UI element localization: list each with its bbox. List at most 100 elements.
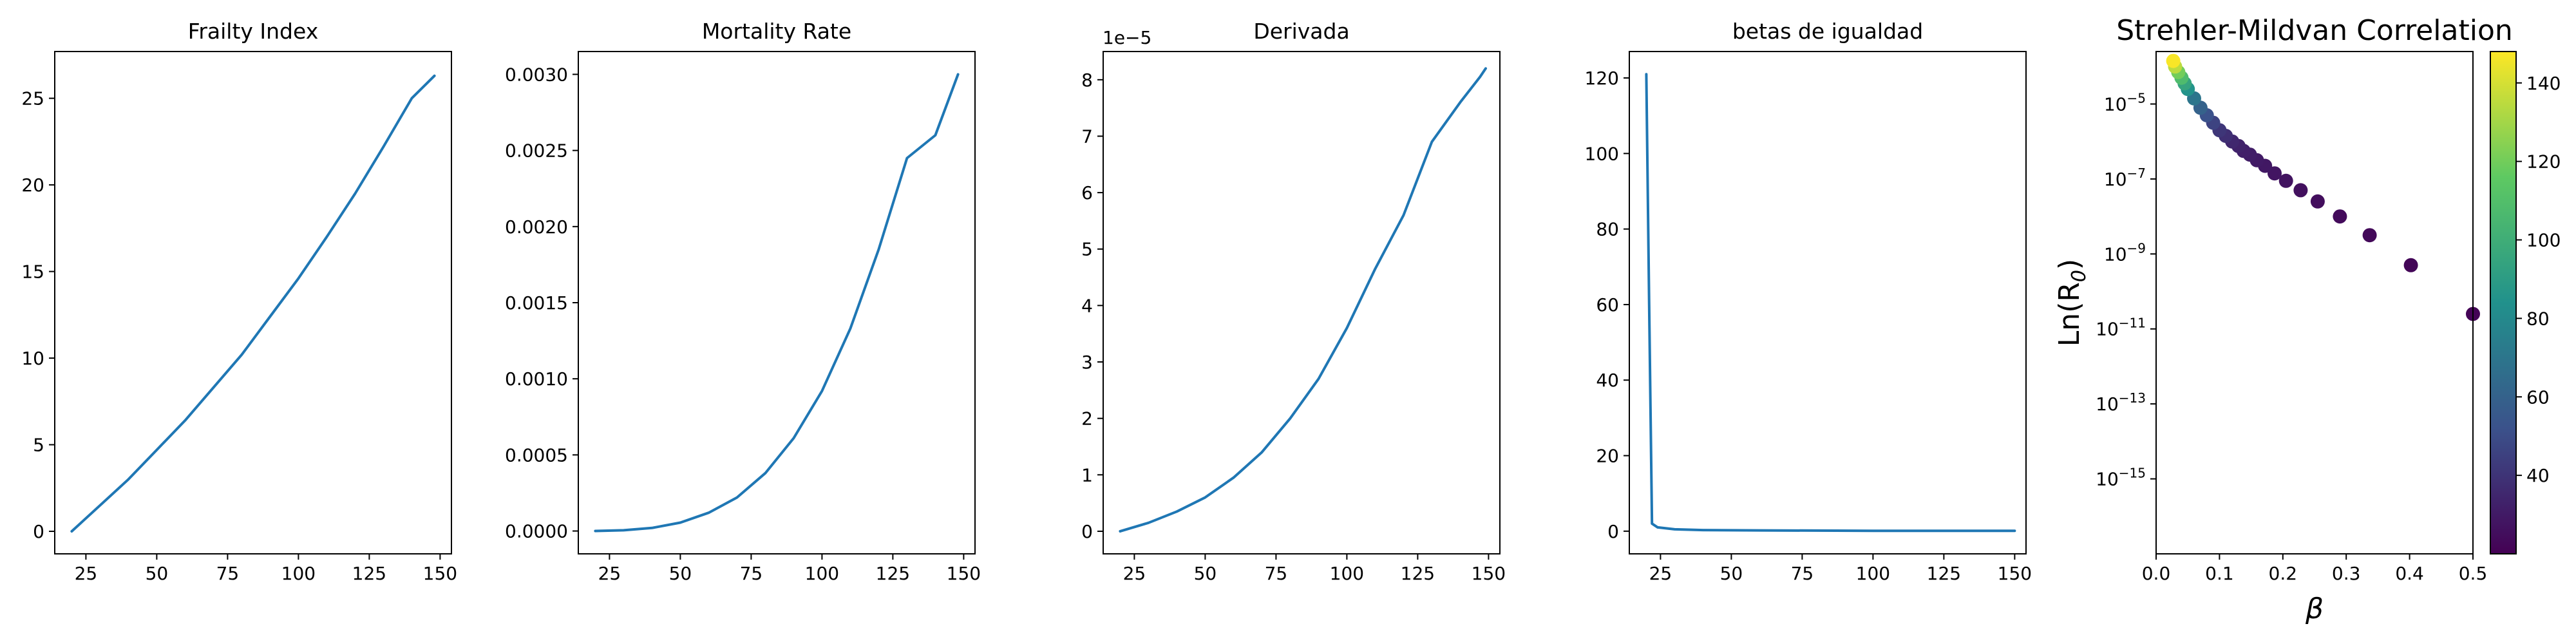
scatter-point [2166,53,2181,68]
marks: 25 50 75 100 125 150 0 5 10 15 20 25 [21,74,457,584]
y-tick-label: 4 [1081,295,1093,316]
colorbar-tick-label: 100 [2526,230,2561,251]
x-tick-label: 75 [740,563,763,584]
panel-frailty-index: Frailty Index 25 50 75 100 125 150 0 5 10 15 20 25 [21,19,457,584]
y-tick-label: 100 [1585,143,1619,164]
colorbar-tick-label: 80 [2526,308,2550,329]
y-tick-label: 6 [1081,182,1093,204]
x-tick-label: 150 [947,563,981,584]
panel-mortality-rate: Mortality Rate 25 50 75 100 125 150 0.0000 0.00… [505,19,981,584]
x-tick-label: 100 [1856,563,1890,584]
y-tick-label: 60 [1596,294,1619,316]
y-axis-label-base: Ln(R [2053,282,2086,346]
y-tick-label: 0.0010 [505,368,568,390]
y-tick-label: 10−11 [2096,316,2146,340]
y-tick-label: 0.0030 [505,64,568,85]
y-tick-label: 20 [1596,446,1619,467]
marks: 25 50 75 100 125 150 0 20 40 60 80 100 120 [1585,68,2032,584]
scatter-point [2403,258,2418,272]
scatter-point [2362,228,2377,243]
axes-frame [1103,51,1501,554]
data-line [594,73,960,533]
y-tick-label: 8 [1081,70,1093,91]
x-tick-label: 75 [1265,563,1288,584]
data-line [1645,73,2016,533]
colorbar-frame [2490,51,2517,554]
y-tick-label: 1 [1081,464,1093,486]
x-tick-label: 150 [423,563,457,584]
colorbar-ticks: 40 60 80 100 120 140 [2516,73,2561,486]
y-axis-label-end: ) [2053,259,2086,270]
axes-frame [54,51,452,554]
y-tick-label: 10−5 [2104,90,2146,115]
scatter-point [2278,173,2293,188]
axes-frame [578,51,976,554]
x-tick-label: 25 [1123,563,1146,584]
y-tick-label: 0 [1081,521,1093,542]
y-tick-label: 0 [1607,521,1619,542]
y-tick-label: 10−15 [2096,466,2146,490]
x-tick-label: 25 [1649,563,1672,584]
data-line [70,74,436,533]
panel-title: Mortality Rate [702,19,851,44]
scatter-point [2310,194,2325,209]
axes-frame [1629,51,2027,554]
x-tick-label: 125 [1401,563,1435,584]
y-tick-label: 2 [1081,408,1093,430]
x-tick-label: 100 [805,563,839,584]
y-tick-label: 0.0025 [505,140,568,162]
x-tick-label: 25 [598,563,621,584]
data-line [1119,67,1487,533]
y-tick-label: 10−13 [2096,390,2146,415]
y-tick-label: 120 [1585,68,1619,89]
y-axis-label: Ln(R0) [2053,259,2090,346]
x-tick-label: 125 [1927,563,1961,584]
y-tick-label: 20 [21,175,44,196]
y-tick-label: 25 [21,88,44,109]
y-tick-label: 5 [33,435,44,456]
x-tick-label: 0.4 [2395,563,2424,584]
x-tick-label: 125 [876,563,910,584]
y-tick-label: 10−7 [2104,166,2146,190]
x-tick-label: 100 [1330,563,1364,584]
scatter-point [2268,166,2282,181]
colorbar: 40 60 80 100 120 140 [2490,51,2561,554]
x-tick-label: 50 [669,563,692,584]
x-tick-label: 75 [216,563,240,584]
colorbar-tick-label: 120 [2526,151,2561,173]
offset-label: 1e−5 [1103,27,1151,48]
y-tick-label: 80 [1596,219,1619,240]
y-tick-label: 0.0015 [505,292,568,314]
x-tick-label: 150 [1472,563,1506,584]
y-tick-label: 0.0000 [505,521,568,542]
y-tick-label: 40 [1596,370,1619,391]
y-tick-label: 5 [1081,239,1093,260]
x-tick-label: 0.0 [2142,563,2171,584]
marks: 0.0 0.1 0.2 0.3 0.4 0.5 10−15 10−13 10−11 10−9 10−… [2096,53,2488,584]
x-tick-label: 50 [1720,563,1743,584]
x-axis-label: β [2305,592,2324,625]
y-tick-label: 0.0005 [505,444,568,466]
panel-betas-de-igualdad: betas de igualdad 25 50 75 100 125 150 0 20 40 60… [1585,19,2032,584]
colorbar-tick-label: 60 [2526,386,2550,408]
y-tick-label: 0 [33,521,44,542]
marks: 25 50 75 100 125 150 0.0000 0.0005 0.0010 0.0015 0… [505,64,981,584]
axes-frame [2155,51,2474,554]
x-tick-label: 25 [75,563,98,584]
y-tick-label: 15 [21,261,44,283]
panel-title: Strehler-Mildvan Correlation [2116,14,2513,47]
x-tick-label: 150 [1998,563,2032,584]
scatter-point [2293,183,2308,198]
y-tick-label: 10−9 [2104,240,2146,265]
x-tick-label: 50 [1194,563,1217,584]
y-tick-label: 0.0020 [505,216,568,238]
x-tick-label: 0.5 [2459,563,2488,584]
panel-title: betas de igualdad [1732,19,1923,44]
colorbar-tick-label: 140 [2526,73,2561,94]
scatter-point [2333,209,2347,224]
panel-strehler-mildvan: Strehler-Mildvan Correlation 0.0 0.1 0.2 0.… [2053,14,2561,625]
y-tick-label: 10 [21,348,44,369]
colorbar-gradient [2490,52,2516,554]
x-tick-label: 100 [281,563,316,584]
